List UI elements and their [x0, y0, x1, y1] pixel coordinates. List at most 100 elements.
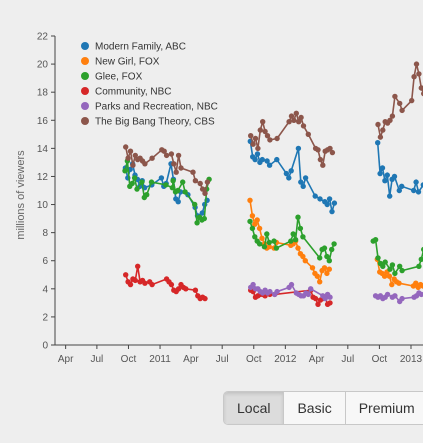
data-point[interactable] [321, 265, 328, 271]
data-point[interactable] [125, 155, 131, 161]
data-point[interactable] [168, 281, 175, 288]
data-point[interactable] [192, 287, 199, 293]
data-point[interactable] [314, 273, 320, 279]
data-point[interactable] [197, 180, 203, 187]
data-point[interactable] [283, 170, 290, 177]
data-point[interactable] [161, 148, 167, 154]
data-point[interactable] [382, 259, 388, 265]
data-point[interactable] [257, 127, 263, 133]
data-point[interactable] [320, 162, 326, 168]
data-point[interactable] [315, 147, 321, 153]
data-point[interactable] [190, 169, 196, 175]
data-point[interactable] [266, 162, 273, 168]
data-point[interactable] [199, 186, 206, 192]
data-point[interactable] [300, 253, 306, 260]
data-point[interactable] [252, 221, 258, 227]
toggle-local-button[interactable]: Local [224, 392, 285, 424]
data-point[interactable] [392, 270, 398, 277]
data-point[interactable] [380, 263, 386, 269]
data-point[interactable] [163, 182, 169, 188]
data-point[interactable] [148, 179, 155, 185]
data-point[interactable] [264, 133, 271, 139]
data-point[interactable] [377, 134, 384, 140]
data-point[interactable] [249, 225, 256, 232]
data-point[interactable] [144, 192, 150, 198]
data-point[interactable] [175, 286, 182, 292]
data-point[interactable] [418, 256, 423, 262]
toggle-basic-button[interactable]: Basic [284, 392, 346, 424]
data-point[interactable] [397, 263, 403, 269]
data-point[interactable] [259, 156, 265, 163]
data-point[interactable] [317, 255, 323, 261]
data-point[interactable] [322, 295, 328, 302]
data-point[interactable] [256, 225, 263, 232]
data-point[interactable] [248, 133, 254, 139]
data-point[interactable] [254, 217, 260, 223]
data-point[interactable] [326, 196, 333, 202]
data-point[interactable] [416, 263, 422, 269]
data-point[interactable] [387, 266, 393, 272]
data-point[interactable] [327, 300, 333, 306]
data-point[interactable] [331, 200, 338, 206]
data-point[interactable] [326, 258, 332, 264]
data-point[interactable] [192, 178, 199, 184]
data-point[interactable] [386, 273, 393, 279]
data-point[interactable] [305, 131, 311, 137]
data-point[interactable] [288, 281, 295, 288]
data-point[interactable] [129, 180, 135, 187]
data-point[interactable] [418, 291, 423, 298]
data-point[interactable] [247, 197, 253, 203]
data-point[interactable] [295, 214, 301, 220]
data-point[interactable] [274, 288, 280, 295]
data-point[interactable] [411, 74, 417, 80]
data-point[interactable] [384, 172, 390, 178]
data-point[interactable] [149, 155, 155, 161]
data-point[interactable] [298, 179, 304, 185]
data-point[interactable] [274, 156, 280, 163]
data-point[interactable] [175, 199, 181, 205]
data-point[interactable] [317, 279, 323, 285]
data-point[interactable] [302, 258, 308, 264]
data-point[interactable] [158, 175, 165, 181]
data-point[interactable] [309, 265, 316, 271]
data-point[interactable] [252, 156, 258, 163]
data-point[interactable] [249, 213, 256, 219]
data-point[interactable] [379, 165, 386, 171]
data-point[interactable] [302, 175, 309, 181]
data-point[interactable] [392, 293, 398, 299]
data-point[interactable] [377, 170, 383, 177]
data-point[interactable] [295, 245, 301, 251]
data-point[interactable] [375, 140, 381, 146]
data-point[interactable] [202, 190, 208, 196]
data-point[interactable] [163, 152, 170, 159]
data-point[interactable] [409, 97, 415, 104]
data-point[interactable] [202, 295, 208, 302]
data-point[interactable] [192, 201, 198, 208]
data-point[interactable] [194, 220, 200, 226]
data-point[interactable] [418, 85, 423, 91]
data-point[interactable] [396, 280, 402, 286]
data-point[interactable] [300, 183, 306, 189]
data-point[interactable] [324, 270, 330, 277]
data-point[interactable] [178, 165, 184, 171]
data-point[interactable] [381, 273, 388, 279]
data-point[interactable] [387, 117, 393, 124]
data-point[interactable] [261, 244, 268, 250]
data-point[interactable] [286, 119, 292, 125]
data-point[interactable] [132, 277, 138, 284]
data-point[interactable] [204, 179, 211, 185]
data-point[interactable] [127, 281, 134, 288]
data-point[interactable] [375, 255, 381, 261]
data-point[interactable] [293, 110, 299, 117]
data-point[interactable] [416, 71, 422, 77]
data-point[interactable] [312, 295, 319, 302]
data-point[interactable] [149, 281, 155, 288]
data-point[interactable] [262, 128, 268, 135]
data-point[interactable] [324, 253, 330, 260]
data-point[interactable] [397, 100, 403, 107]
data-point[interactable] [256, 241, 263, 247]
data-point[interactable] [130, 162, 136, 168]
data-point[interactable] [329, 149, 336, 156]
data-point[interactable] [264, 158, 270, 164]
data-point[interactable] [331, 241, 337, 247]
